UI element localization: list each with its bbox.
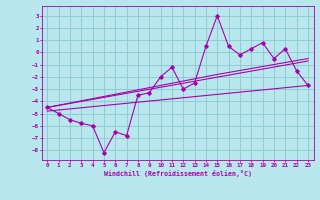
X-axis label: Windchill (Refroidissement éolien,°C): Windchill (Refroidissement éolien,°C)	[104, 170, 252, 177]
